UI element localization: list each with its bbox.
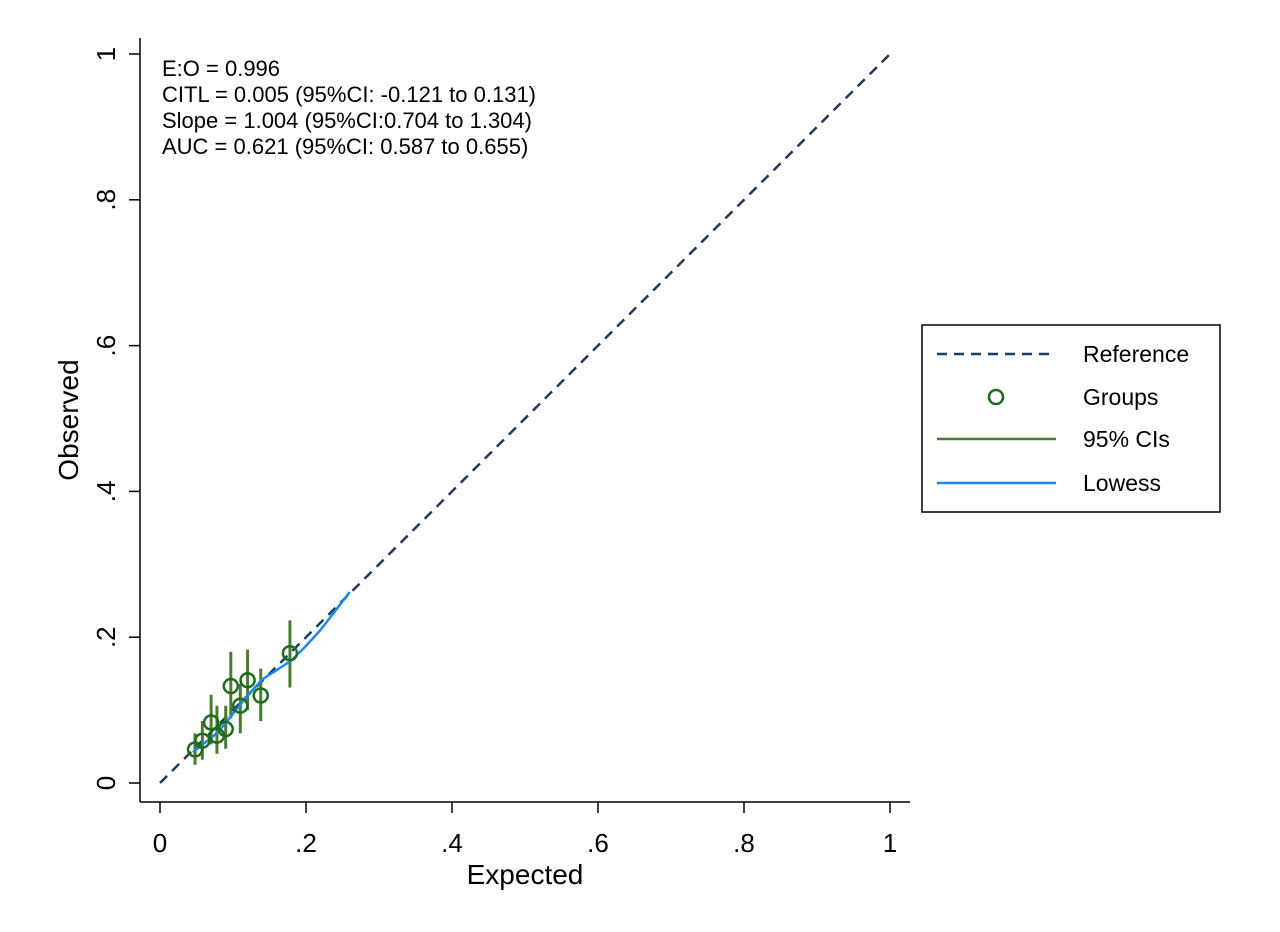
legend-label-reference: Reference [1083, 341, 1189, 367]
groups-series [186, 644, 299, 758]
x-tick-label-5: 1 [883, 828, 897, 858]
annotation-citl: CITL = 0.005 (95%CI: -0.121 to 0.131) [162, 82, 536, 107]
legend: Reference Groups 95% CIs Lowess [921, 324, 1221, 513]
legend-box [921, 324, 1221, 513]
group-point-1 [194, 732, 211, 749]
y-tick-label-2: .4 [91, 481, 121, 503]
lowess-series [192, 591, 351, 754]
legend-label-lowess: Lowess [1083, 470, 1161, 496]
legend-item-cis: 95% CIs [937, 426, 1170, 452]
group-point-5 [222, 677, 240, 695]
legend-swatch-groups [987, 388, 1005, 406]
x-tick-label-1: .2 [295, 828, 317, 858]
y-tick-label-3: .6 [91, 335, 121, 357]
annotation-eo: E:O = 0.996 [162, 56, 280, 81]
x-tick-label-2: .4 [441, 828, 463, 858]
x-tick-label-4: .8 [733, 828, 755, 858]
legend-item-reference: Reference [937, 341, 1189, 367]
group-point-4 [217, 720, 234, 738]
group-point-7 [239, 671, 256, 689]
group-point-8 [252, 687, 269, 704]
legend-item-groups: Groups [987, 384, 1158, 410]
group-point-6 [232, 697, 249, 714]
y-ticks: 0 .2 .4 .6 .8 1 [91, 47, 140, 790]
annotation-slope: Slope = 1.004 (95%CI:0.704 to 1.304) [162, 108, 532, 133]
y-tick-label-1: .2 [91, 626, 121, 648]
x-tick-label-0: 0 [153, 828, 167, 858]
legend-item-lowess: Lowess [937, 470, 1161, 496]
x-ticks: 0 .2 .4 .6 .8 1 [153, 802, 897, 858]
stats-annotation: E:O = 0.996 CITL = 0.005 (95%CI: -0.121 … [162, 56, 536, 159]
y-axis-title: Observed [53, 359, 84, 480]
axes: 0 .2 .4 .6 .8 1 0 .2 .4 .6 .8 1 [91, 38, 910, 858]
x-tick-label-3: .6 [587, 828, 609, 858]
legend-label-cis: 95% CIs [1083, 426, 1170, 452]
y-tick-label-4: .8 [91, 189, 121, 211]
plot-area [159, 53, 891, 784]
y-tick-label-5: 1 [91, 47, 121, 61]
reference-line [159, 53, 891, 784]
lowess-line [192, 591, 351, 754]
y-tick-label-0: 0 [91, 776, 121, 790]
group-point-9 [281, 644, 299, 662]
annotation-auc: AUC = 0.621 (95%CI: 0.587 to 0.655) [162, 134, 528, 159]
group-point-2 [202, 714, 220, 731]
reference-series [159, 53, 891, 784]
legend-label-groups: Groups [1083, 384, 1158, 410]
ci-series [193, 620, 292, 765]
x-axis-title: Expected [467, 859, 584, 890]
